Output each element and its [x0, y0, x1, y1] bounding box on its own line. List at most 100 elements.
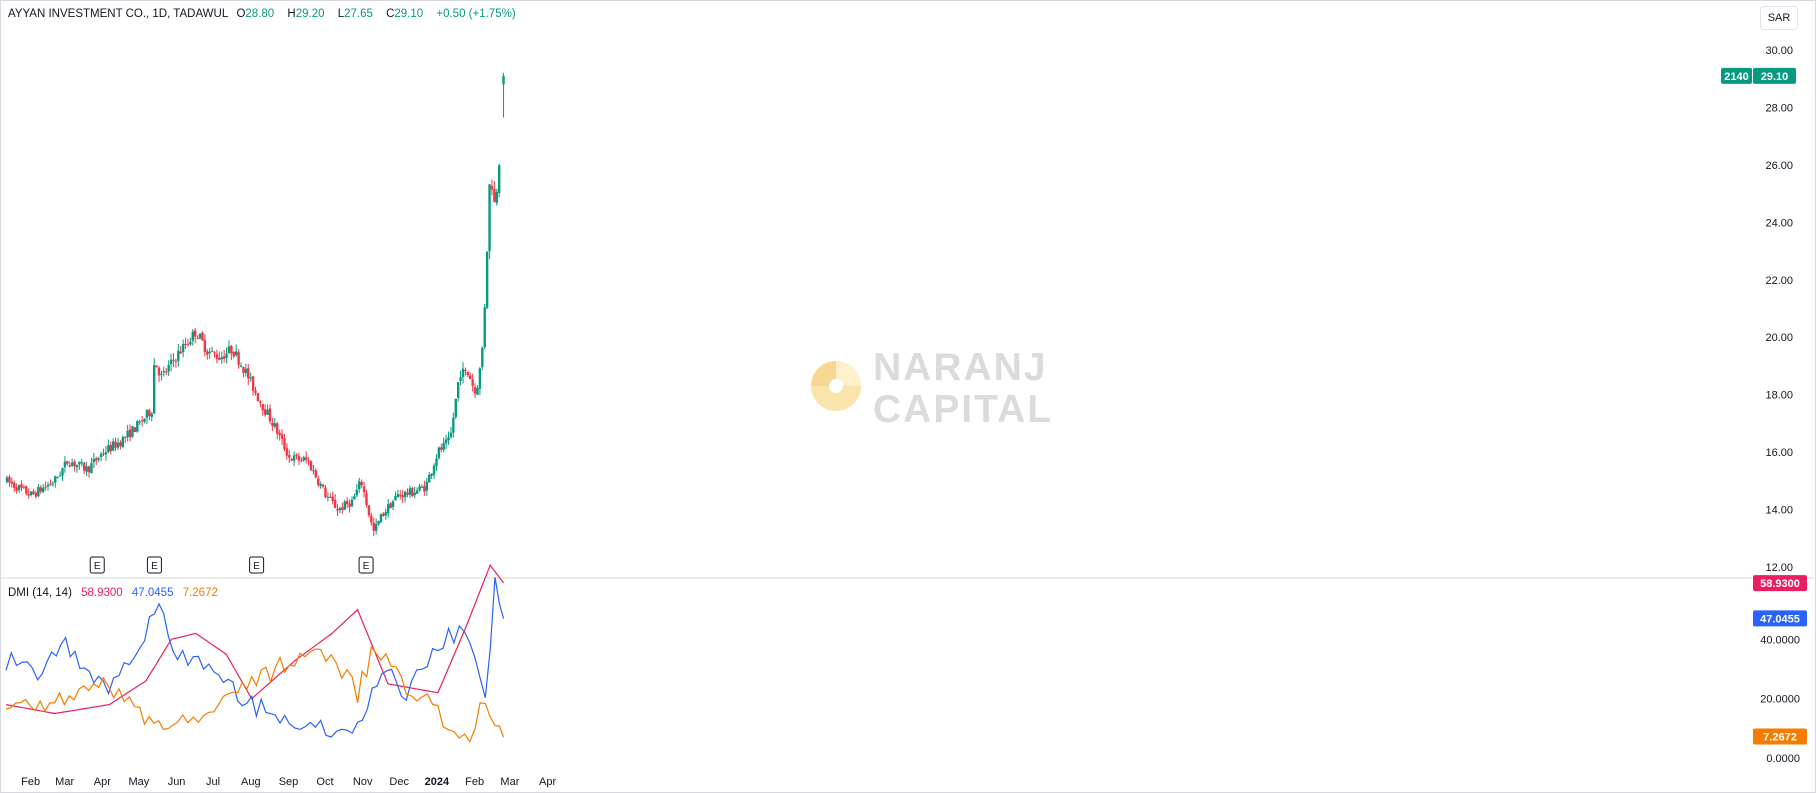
- candle-body: [230, 345, 233, 354]
- candle-body: [46, 484, 50, 487]
- candle-body: [109, 444, 112, 452]
- currency-button[interactable]: SAR: [1760, 6, 1798, 30]
- candle-body: [370, 515, 373, 523]
- dmi-line-plus_di: [5, 577, 505, 738]
- candle-body: [495, 191, 498, 203]
- earnings-marker[interactable]: [89, 556, 105, 574]
- candle-body: [317, 478, 320, 485]
- candle-body: [90, 463, 93, 474]
- candle-body: [104, 452, 108, 455]
- candle-body: [5, 477, 9, 483]
- candle-body: [56, 477, 59, 479]
- candle-body: [169, 359, 173, 365]
- candle-body: [490, 185, 494, 190]
- candle-body: [181, 344, 185, 353]
- dmi-legend: DMI (14, 14) 58.9300 47.0455 7.2672: [8, 587, 224, 599]
- candle-body: [193, 330, 197, 337]
- candle-body: [73, 461, 76, 467]
- symbol-title[interactable]: AYYAN INVESTMENT CO., 1D, TADAWUL: [8, 8, 229, 20]
- dmi-badge-plus_di: [1753, 610, 1807, 627]
- candle-body: [49, 483, 52, 485]
- countdown-badge: [1721, 67, 1752, 84]
- earnings-marker[interactable]: [146, 556, 162, 574]
- candle-body: [20, 484, 23, 488]
- candle-body: [177, 350, 180, 361]
- candle-body: [300, 460, 303, 462]
- candle-body: [268, 408, 272, 422]
- candle-body: [138, 421, 141, 423]
- earnings-marker[interactable]: [358, 556, 374, 574]
- candle-body: [210, 350, 214, 352]
- candle-body: [415, 490, 419, 494]
- candle-body: [343, 501, 346, 510]
- candle-body: [102, 453, 105, 455]
- candle-body: [307, 460, 310, 462]
- candle-body: [394, 496, 397, 501]
- watermark-line2: CAPITAL: [873, 388, 1053, 428]
- low-label: L: [337, 8, 345, 20]
- dmi-badge-minus_di: [1753, 728, 1807, 745]
- candle-body: [227, 346, 231, 353]
- candle-body: [25, 486, 28, 494]
- candle-body: [336, 508, 339, 511]
- dmi-tick-label: 20.0000: [1760, 694, 1800, 706]
- candle-body: [384, 512, 387, 516]
- candle-body: [297, 456, 301, 461]
- candle-body: [442, 442, 445, 450]
- candle-body: [367, 505, 371, 516]
- candle-body: [51, 483, 55, 485]
- candle-body: [136, 421, 139, 432]
- time-tick-label: Feb: [465, 776, 484, 788]
- price-tick-label: 30.00: [1765, 45, 1793, 57]
- candle-body: [276, 423, 279, 434]
- dmi-tick-label: 0.0000: [1766, 753, 1800, 765]
- time-tick-label: Jul: [206, 776, 220, 788]
- candle-body: [256, 393, 260, 402]
- close-label: C: [386, 8, 395, 20]
- time-tick-label: Mar: [55, 776, 74, 788]
- candle-body: [75, 464, 79, 468]
- candle-body: [283, 438, 286, 450]
- candle-body: [360, 482, 363, 486]
- earnings-marker-label: E: [151, 561, 158, 572]
- candle-body: [428, 474, 431, 483]
- candle-body: [78, 461, 81, 465]
- candle-body: [61, 468, 64, 476]
- price-tick-label: 14.00: [1765, 505, 1793, 517]
- candle-body: [497, 165, 501, 193]
- candle-body: [444, 439, 448, 444]
- candle-body: [312, 470, 315, 472]
- candle-body: [162, 371, 166, 373]
- candle-body: [54, 476, 57, 483]
- earnings-marker[interactable]: [249, 556, 265, 574]
- candle-body: [406, 492, 409, 495]
- candle-body: [80, 462, 83, 464]
- candle-body: [213, 352, 216, 354]
- candle-body: [201, 332, 204, 341]
- candle-body: [353, 496, 356, 500]
- price-tick-label: 16.00: [1765, 447, 1793, 459]
- candle-body: [10, 481, 14, 484]
- candle-body: [456, 382, 460, 398]
- last-price-label: 29.10: [1761, 71, 1789, 83]
- candle-body: [408, 488, 412, 495]
- candle-body: [350, 499, 354, 507]
- dmi-adx-value: 58.9300: [81, 587, 123, 599]
- candle-body: [68, 465, 71, 467]
- candle-body: [95, 458, 98, 461]
- candle-body: [372, 522, 375, 531]
- dmi-line-minus_di: [5, 645, 505, 743]
- candle-body: [242, 367, 245, 373]
- candle-body: [309, 461, 313, 471]
- candle-body: [326, 496, 330, 498]
- candle-body: [319, 483, 322, 486]
- candle-body: [425, 481, 429, 491]
- candle-body: [155, 365, 158, 368]
- candle-body: [266, 409, 269, 415]
- candle-body: [454, 398, 457, 418]
- dmi-title[interactable]: DMI (14, 14): [8, 587, 72, 599]
- candle-body: [304, 457, 308, 460]
- time-tick-label: Apr: [539, 776, 556, 788]
- candle-body: [184, 343, 187, 346]
